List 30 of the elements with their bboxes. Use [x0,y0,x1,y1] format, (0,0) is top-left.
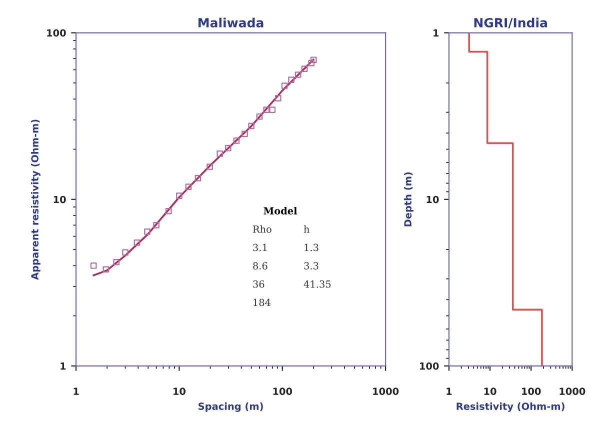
annotation: 36 [253,280,264,288]
y-tick-label: 10 [54,196,66,204]
annotation: h [304,225,310,233]
x-tick-label: 10 [174,388,186,395]
y-tick-label: 100 [47,29,66,37]
x-tick-label: 1 [446,388,452,395]
x-tick-label: 1 [74,388,79,395]
y-axis-title: Apparent resistivity (Ohm-m) [30,120,40,280]
x-axis-title: Resistivity (Ohm-m) [456,402,564,412]
y-tick-label: 1 [434,29,439,36]
x-axis-title: Spacing (m) [198,402,263,412]
x-tick-label: 1000 [373,388,399,395]
y-axis-title: Depth (m) [404,172,414,226]
x-tick-label: 100 [273,388,292,395]
annotation: Model [264,206,298,214]
y-tick-label: 1 [60,362,66,370]
annotation: Rho [252,225,272,233]
y-tick-label: 100 [420,362,439,370]
annotation: 41.35 [304,280,331,288]
y-tick-label: 10 [426,196,439,204]
x-tick-label: 1000 [560,388,586,395]
annotation: 184 [254,298,271,306]
annotation: 3.1 [253,244,267,252]
annotation: 8.6 [253,262,268,270]
annotation: 3.3 [304,262,318,270]
chart-title: NGRI/India [474,18,547,28]
x-tick-label: 100 [522,388,541,395]
x-tick-label: 10 [484,388,496,395]
chart-title: Maliwada [198,18,264,28]
annotation: 1.3 [304,244,318,252]
